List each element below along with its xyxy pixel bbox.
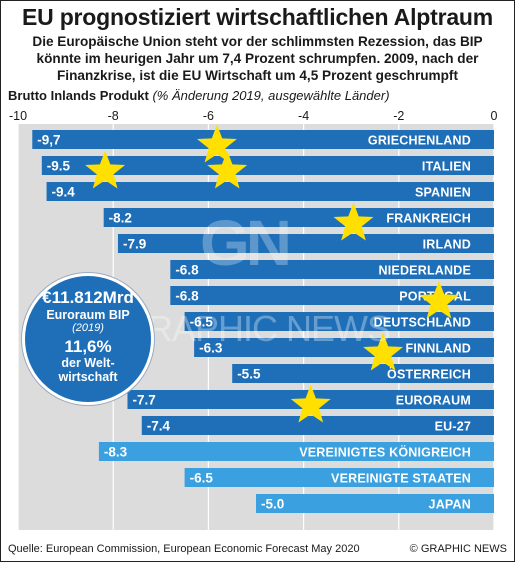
bar bbox=[46, 182, 495, 201]
credit: © GRAPHIC NEWS bbox=[409, 543, 507, 555]
bar-value-label: -6.5 bbox=[190, 471, 214, 486]
bar bbox=[184, 468, 494, 487]
x-tick-label: -4 bbox=[298, 109, 309, 123]
bar-category-label: NIEDERLANDE bbox=[379, 264, 471, 278]
world-share-line-2: wirtschaft bbox=[58, 370, 118, 384]
chart-subtitle: Die Europäische Union steht vor der schl… bbox=[32, 34, 483, 83]
bar-category-label: VEREINIGTE STAATEN bbox=[331, 472, 471, 486]
eurozone-gdp-year: (2019) bbox=[72, 322, 104, 334]
bar-value-label: -8.3 bbox=[104, 445, 128, 460]
chart-title: EU prognostiziert wirtschaftlichen Alptr… bbox=[21, 4, 494, 30]
bar-value-label: -5.5 bbox=[237, 367, 261, 382]
world-share-percent: 11,6% bbox=[64, 337, 112, 356]
bar-category-label: SPANIEN bbox=[415, 186, 471, 200]
star-icon bbox=[363, 332, 403, 371]
bar-value-label: -5.0 bbox=[261, 497, 284, 512]
bar-category-label: EU-27 bbox=[435, 420, 471, 434]
bar-value-label: -8.2 bbox=[109, 211, 132, 226]
bar bbox=[256, 494, 494, 513]
bar bbox=[194, 338, 494, 357]
x-tick-label: 0 bbox=[491, 109, 498, 123]
star-icon bbox=[333, 202, 374, 241]
bar-category-label: JAPAN bbox=[429, 498, 471, 512]
bar-value-label: -6.5 bbox=[190, 315, 214, 330]
bar-value-label: -7.7 bbox=[132, 393, 155, 408]
x-tick-label: -10 bbox=[9, 109, 27, 123]
bar bbox=[117, 234, 495, 253]
bar-category-label: ÖSTERREICH bbox=[387, 367, 471, 382]
bar bbox=[232, 364, 494, 383]
world-share-line-1: der Welt- bbox=[61, 356, 115, 370]
axis-label-unit: (% Änderung 2019, ausgewählte Länder) bbox=[152, 88, 390, 103]
bar-value-label: -9,7 bbox=[37, 133, 60, 148]
bar bbox=[41, 156, 495, 175]
eurozone-gdp-circle: €11.812Mrd Euroraum BIP (2019) 11,6% der… bbox=[22, 273, 154, 405]
bar-value-label: -7.9 bbox=[123, 237, 146, 252]
star-icon bbox=[290, 384, 331, 423]
star-icon bbox=[197, 124, 237, 163]
bar-category-label: DEUTSCHLAND bbox=[374, 316, 471, 330]
bar-value-label: -6.8 bbox=[175, 263, 199, 278]
x-tick-label: -6 bbox=[203, 109, 214, 123]
eu-stars bbox=[85, 124, 459, 423]
x-tick-label: -2 bbox=[393, 109, 404, 123]
world-share-label: der Welt- wirtschaft bbox=[25, 356, 151, 384]
bar bbox=[170, 260, 494, 279]
watermark-logo: GN bbox=[200, 207, 292, 279]
bar-value-label: -9.4 bbox=[52, 185, 76, 200]
bar bbox=[32, 130, 494, 149]
watermark-text: GRAPHIC NEWS bbox=[120, 308, 391, 349]
x-tick-labels: -10 -8 -6 -4 -2 0 bbox=[9, 109, 498, 123]
eurozone-gdp-amount: €11.812Mrd bbox=[42, 288, 134, 307]
bar-category-label: GRIECHENLAND bbox=[368, 134, 471, 148]
bar bbox=[103, 208, 495, 227]
bar-value-label: -6.3 bbox=[199, 341, 223, 356]
bar bbox=[184, 312, 494, 331]
bar-category-label: FINNLAND bbox=[406, 342, 471, 356]
bar bbox=[170, 286, 494, 305]
bar-category-label: IRLAND bbox=[423, 238, 471, 252]
star-icon bbox=[207, 150, 248, 189]
bar bbox=[98, 442, 495, 461]
bar-value-label: -6.8 bbox=[175, 289, 199, 304]
eurozone-gdp-label: Euroraum BIP bbox=[46, 308, 130, 322]
axis-label-measure: Brutto Inlands Produkt bbox=[8, 88, 149, 103]
bar bbox=[141, 416, 494, 435]
axis-label: Brutto Inlands Produkt (% Änderung 2019,… bbox=[8, 88, 390, 103]
bar-category-label: FRANKREICH bbox=[386, 212, 471, 226]
bar-value-label: -7.4 bbox=[147, 419, 171, 434]
bar-category-label: ITALIEN bbox=[422, 160, 471, 174]
bar-value-label: -9.5 bbox=[47, 159, 71, 174]
star-icon bbox=[85, 150, 126, 189]
bar-category-label: EURORAUM bbox=[396, 394, 471, 408]
star-icon bbox=[419, 280, 459, 319]
source-note: Quelle: European Commission, European Ec… bbox=[8, 543, 360, 555]
bar-category-label: VEREINIGTES KÖNIGREICH bbox=[299, 445, 471, 460]
bars: -9,7 GRIECHENLAND -9.5 ITALIEN -9.4 SPANIEN -8… bbox=[32, 130, 495, 513]
x-tick-label: -8 bbox=[108, 109, 119, 123]
